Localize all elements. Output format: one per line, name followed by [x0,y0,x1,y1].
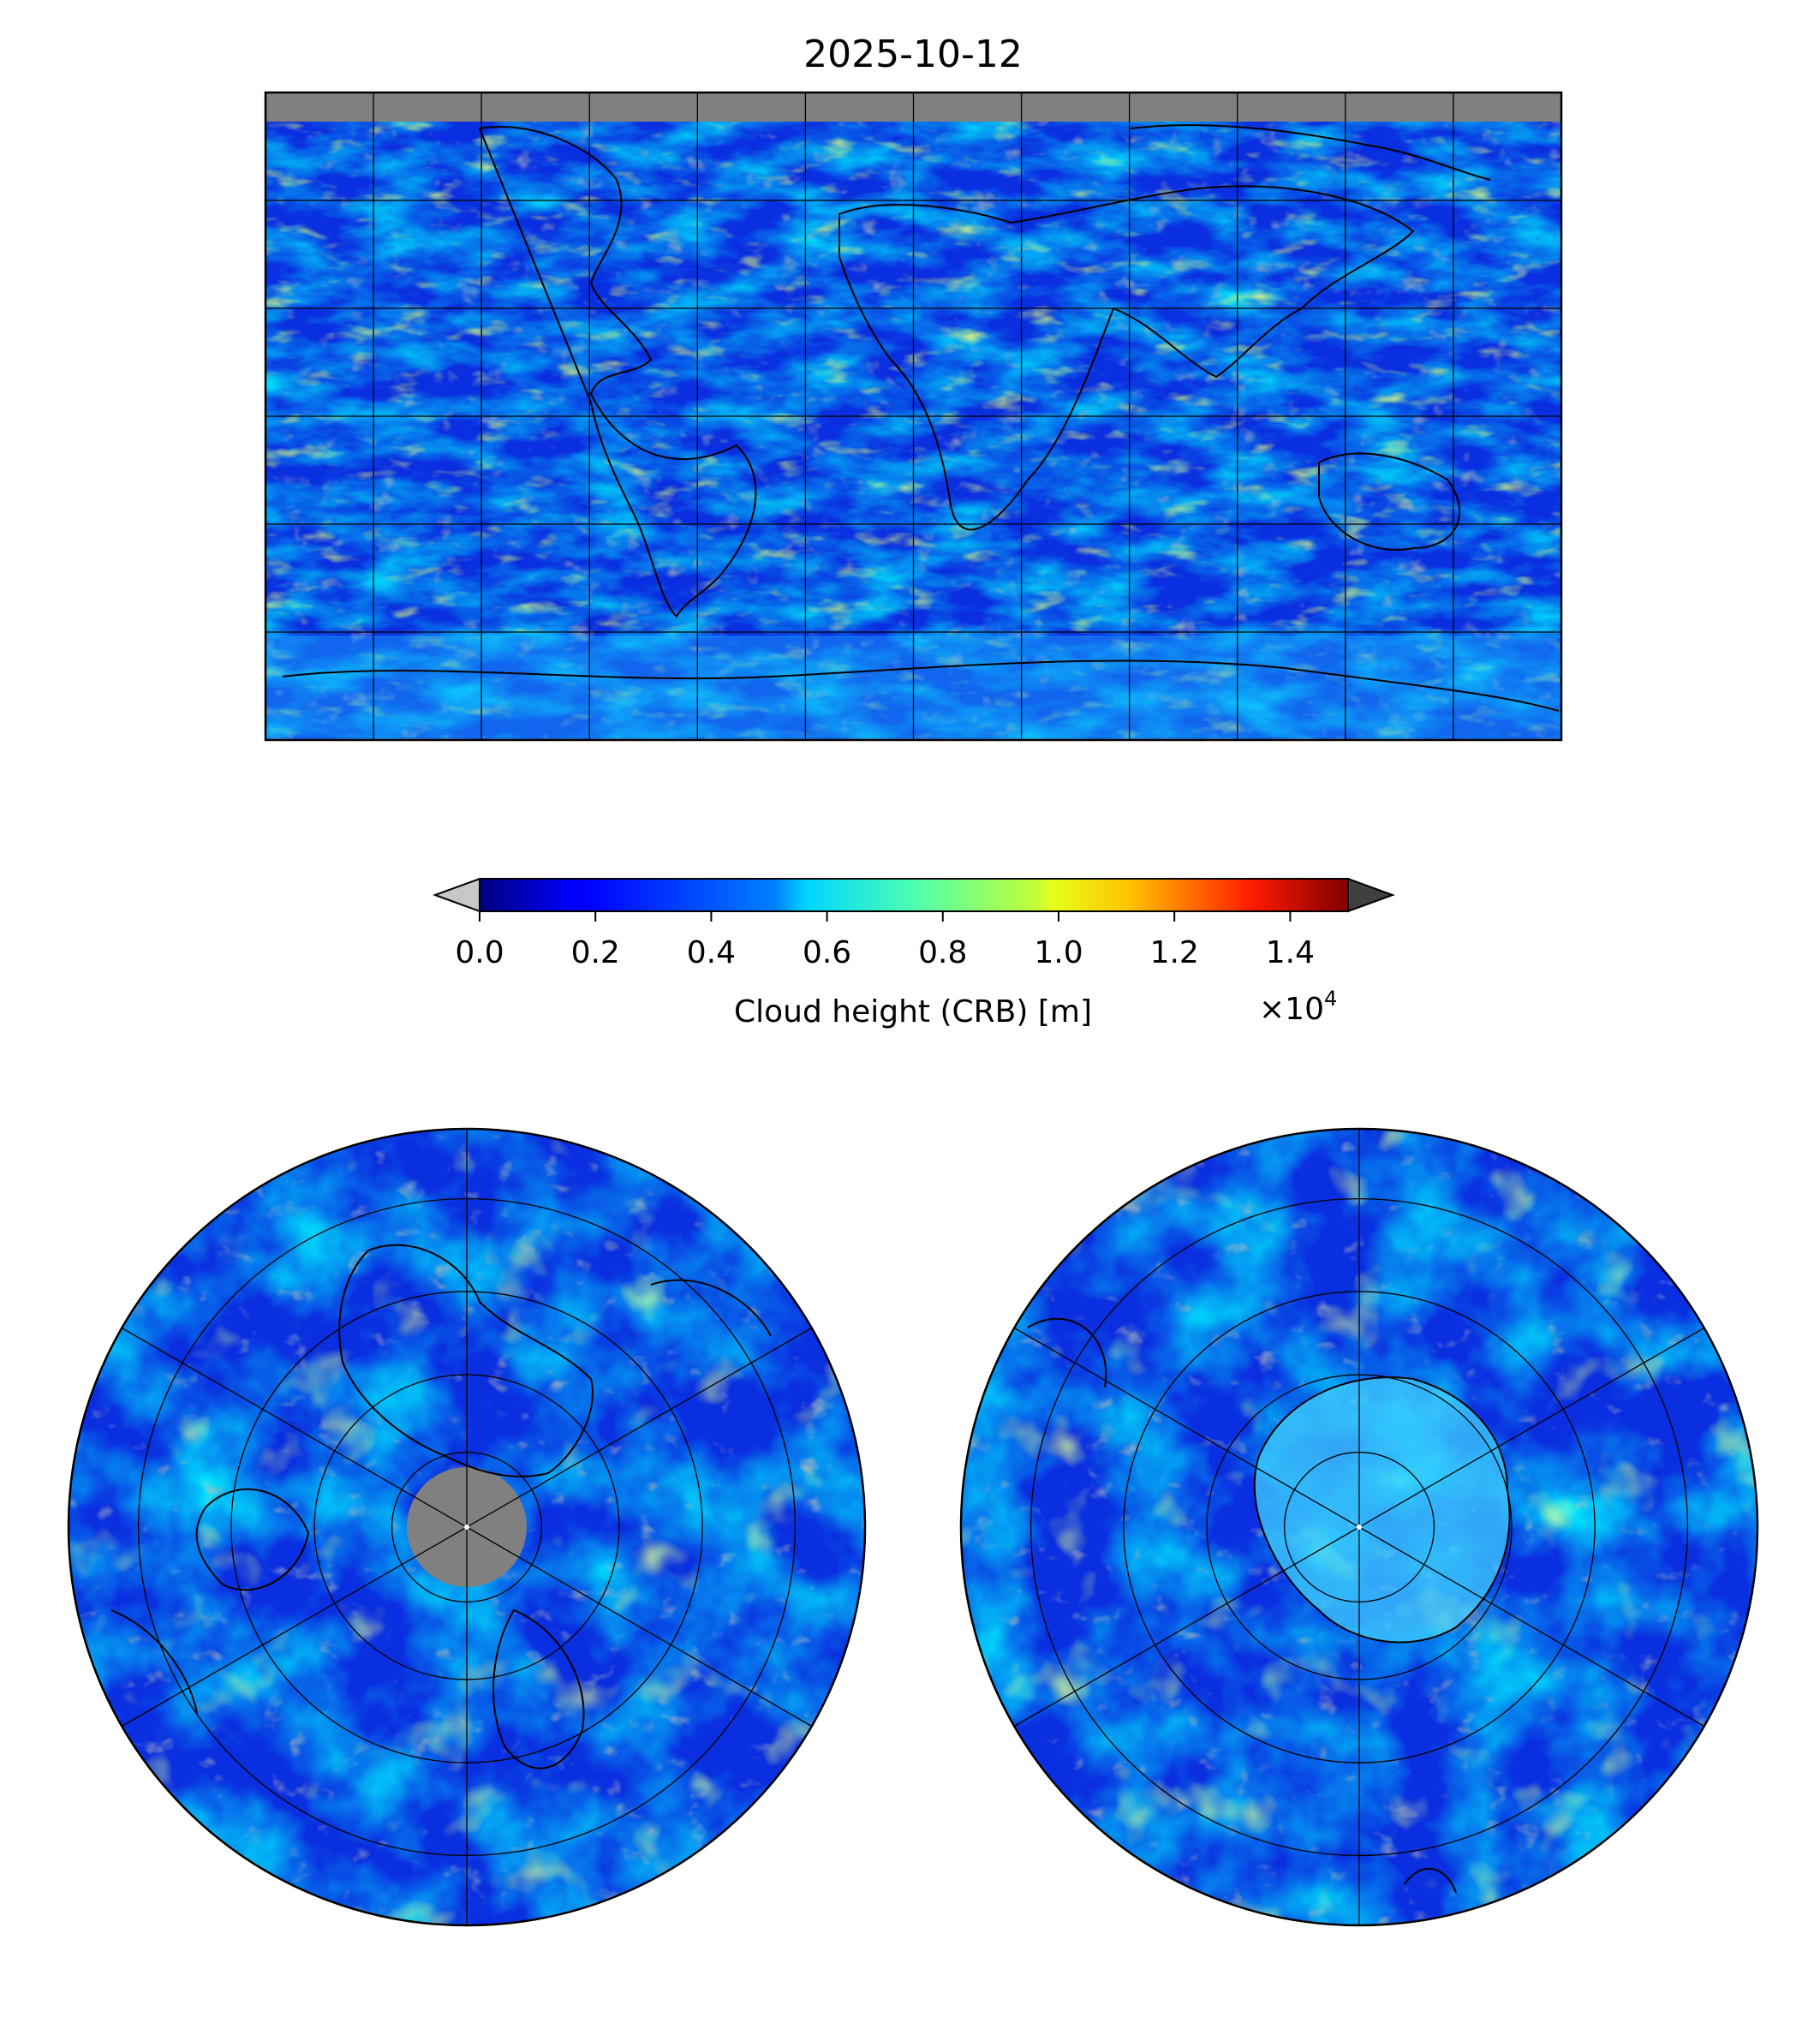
south-graticule [1013,1129,1705,1925]
global-map [264,91,1563,742]
pole-marker [464,1525,469,1530]
colorbar-tick-label: 0.4 [687,935,736,970]
colorbar-tick-label: 1.4 [1266,935,1315,970]
polar-meridian [466,1526,813,1728]
colorbar-tick-label: 0.0 [455,935,504,970]
colorbar-label: Cloud height (CRB) [m] [734,994,1092,1029]
global-coastlines [282,124,1560,712]
colorbar-over-extend [1347,877,1395,913]
antarctica-bright [1254,1377,1510,1643]
pole-marker [1357,1525,1362,1530]
polar-meridian [1358,1327,1705,1528]
colorbar-tick-label: 0.6 [803,935,851,970]
figure-title: 2025-10-12 [803,33,1023,76]
south-coastlines [1027,1317,1511,1894]
north-map-frame [67,1127,867,1927]
polar-meridian [121,1327,468,1528]
south-polar-map [959,1127,1759,1927]
polar-meridian [1358,1526,1705,1728]
polar-meridian [1013,1526,1360,1728]
global-map-frame [264,91,1563,742]
polar-meridian [1013,1327,1360,1528]
colorbar-ticks: 0.0 0.2 0.4 0.6 0.8 1.0 1.2 1.4 [455,911,1315,970]
colorbar-tick-label: 0.2 [571,935,620,970]
colorbar-offset: ×104 [1259,987,1337,1027]
north-graticule [121,1129,813,1925]
global-graticule [266,92,1561,740]
polar-meridian [121,1526,468,1728]
north-polar-map [67,1127,867,1927]
colorbar-under-extend [433,877,480,913]
colorbar-tick-label: 1.2 [1150,935,1199,970]
north-coastlines [110,1244,772,1769]
polar-meridian [466,1327,813,1528]
colorbar-tick-label: 0.8 [918,935,967,970]
south-map-frame [959,1127,1759,1927]
colorbar-tick-label: 1.0 [1034,935,1083,970]
colorbar: 0.0 0.2 0.4 0.6 0.8 1.0 1.2 1.4 Cloud height (C… [433,877,1395,1029]
colorbar-gradient [479,878,1349,912]
